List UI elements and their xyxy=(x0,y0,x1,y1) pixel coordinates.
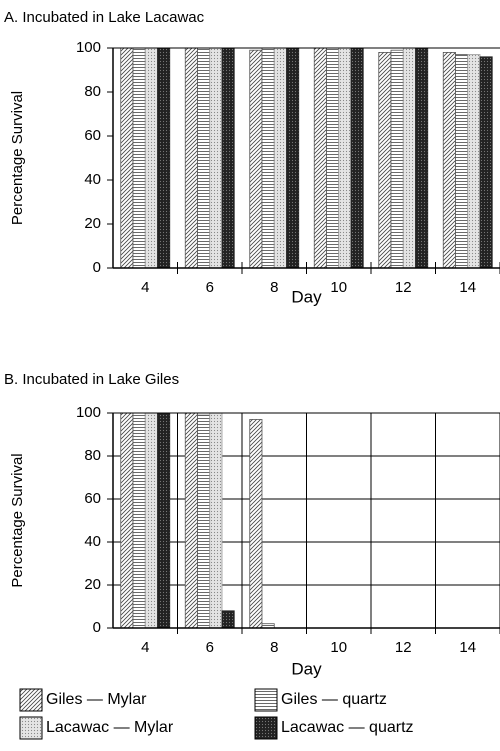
y-tick-label: 20 xyxy=(84,215,101,232)
y-tick-label: 80 xyxy=(84,83,101,100)
bar xyxy=(313,47,327,269)
y-tick-label: 100 xyxy=(76,404,101,421)
bar xyxy=(221,47,235,269)
bar xyxy=(415,47,429,269)
y-tick-label: 0 xyxy=(93,619,101,636)
x-tick-label: 10 xyxy=(330,279,347,296)
bar xyxy=(157,47,171,269)
x-tick-label: 14 xyxy=(459,279,476,296)
bar xyxy=(479,56,493,269)
bar xyxy=(184,47,198,269)
x-tick-label: 8 xyxy=(270,639,278,656)
x-tick-label: 10 xyxy=(330,639,347,656)
y-tick-label: 80 xyxy=(84,447,101,464)
bar xyxy=(144,47,158,269)
bar xyxy=(261,47,275,269)
x-tick-label: 6 xyxy=(206,639,214,656)
x-tick-label: 4 xyxy=(141,639,149,656)
bar xyxy=(132,412,146,629)
y-tick-label: 20 xyxy=(84,576,101,593)
bar xyxy=(157,412,171,629)
bar xyxy=(209,47,223,269)
y-tick-label: 40 xyxy=(84,171,101,188)
bar xyxy=(273,47,287,269)
panel-title: A. Incubated in Lake Lacawac xyxy=(4,9,205,26)
legend-label: Lacawac — Mylar xyxy=(46,719,174,736)
y-tick-label: 0 xyxy=(93,259,101,276)
x-tick-label: 12 xyxy=(395,639,412,656)
bar xyxy=(197,47,211,269)
bar xyxy=(184,412,198,629)
bar xyxy=(221,610,235,629)
y-axis-label: Percentage Survival xyxy=(9,453,26,587)
x-tick-label: 6 xyxy=(206,279,214,296)
x-tick-label: 8 xyxy=(270,279,278,296)
legend-swatch xyxy=(254,688,278,712)
y-tick-label: 60 xyxy=(84,490,101,507)
legend-swatch xyxy=(19,688,43,712)
bar xyxy=(197,414,211,629)
x-tick-label: 14 xyxy=(459,639,476,656)
bar xyxy=(249,49,263,269)
x-tick-label: 12 xyxy=(395,279,412,296)
bar xyxy=(249,419,263,629)
bar xyxy=(120,412,134,629)
legend-swatch xyxy=(19,716,43,740)
y-tick-label: 40 xyxy=(84,533,101,550)
bar xyxy=(455,54,469,269)
bar xyxy=(350,47,364,269)
y-tick-label: 60 xyxy=(84,127,101,144)
y-axis-label: Percentage Survival xyxy=(9,91,26,225)
x-axis-label: Day xyxy=(291,659,322,678)
bar xyxy=(132,47,146,269)
bar xyxy=(378,52,392,269)
x-tick-label: 4 xyxy=(141,279,149,296)
legend-swatch xyxy=(254,716,278,740)
panel-title: B. Incubated in Lake Giles xyxy=(4,371,179,388)
legend-label: Lacawac — quartz xyxy=(281,719,414,736)
legend-label: Giles — quartz xyxy=(281,691,387,708)
bar xyxy=(120,47,134,269)
x-axis-label: Day xyxy=(291,287,322,306)
bar xyxy=(338,47,352,269)
bar xyxy=(467,54,481,269)
bar xyxy=(402,47,416,269)
bar xyxy=(442,52,456,269)
y-tick-label: 100 xyxy=(76,39,101,56)
legend-label: Giles — Mylar xyxy=(46,691,147,708)
bar xyxy=(390,49,404,269)
bar xyxy=(286,47,300,269)
bar xyxy=(326,47,340,269)
bar xyxy=(209,412,223,629)
bar xyxy=(144,412,158,629)
